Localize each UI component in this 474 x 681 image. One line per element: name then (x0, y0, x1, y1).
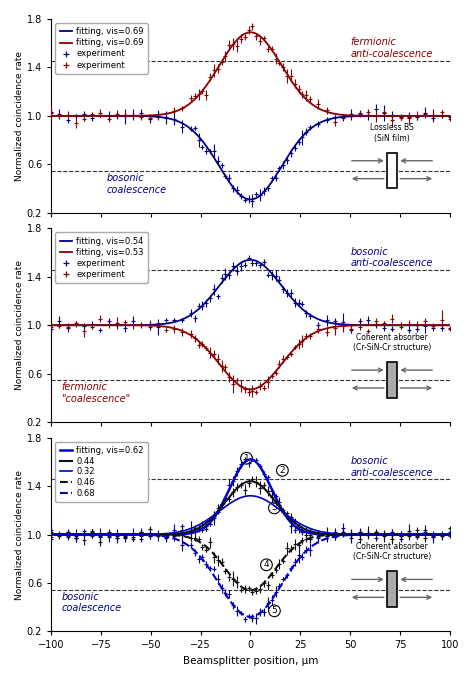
Text: fermionic
"coalescence": fermionic "coalescence" (61, 382, 130, 404)
Text: bosonic
coalescence: bosonic coalescence (61, 592, 121, 613)
Legend: fitting, vis=0.69, fitting, vis=0.69, experiment, experiment: fitting, vis=0.69, fitting, vis=0.69, ex… (55, 23, 148, 74)
X-axis label: Beamsplitter position, μm: Beamsplitter position, μm (183, 656, 318, 666)
Text: bosonic
anti-coalescence: bosonic anti-coalescence (350, 456, 433, 477)
Text: 1: 1 (244, 454, 249, 462)
Text: 2: 2 (280, 466, 285, 475)
Y-axis label: Normalized coincidence rate: Normalized coincidence rate (15, 51, 24, 181)
Text: 3: 3 (272, 503, 277, 512)
Legend: fitting, vis=0.54, fitting, vis=0.53, experiment, experiment: fitting, vis=0.54, fitting, vis=0.53, ex… (55, 232, 148, 283)
Text: 5: 5 (272, 606, 277, 616)
Y-axis label: Normalized coincidence rate: Normalized coincidence rate (15, 260, 24, 390)
Text: 4: 4 (264, 560, 269, 569)
Legend: fitting, vis=0.62, 0.44, 0.32, 0.46, 0.68: fitting, vis=0.62, 0.44, 0.32, 0.46, 0.6… (55, 442, 148, 502)
Text: fermionic
anti-coalescence: fermionic anti-coalescence (350, 37, 433, 59)
Text: bosonic
anti-coalescence: bosonic anti-coalescence (350, 247, 433, 268)
Y-axis label: Normalized coincidence rate: Normalized coincidence rate (15, 469, 24, 599)
Text: bosonic
coalescence: bosonic coalescence (107, 173, 167, 195)
